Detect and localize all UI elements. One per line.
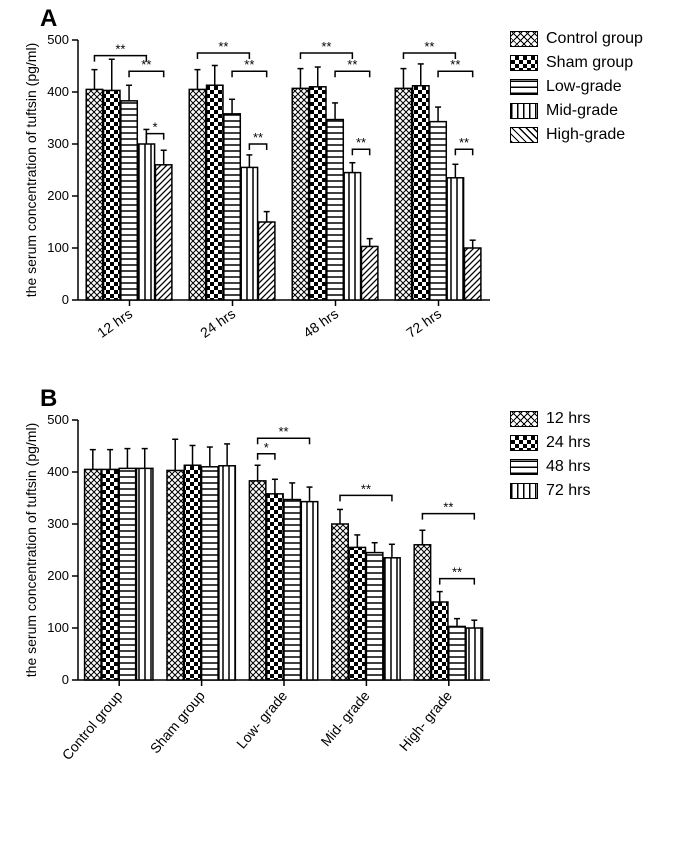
svg-text:High- grade: High- grade — [396, 687, 455, 753]
panel-a-wrapper: 0 100 200 300 400 500 the serum concentration … — [10, 10, 670, 370]
svg-text:*: * — [152, 120, 157, 135]
legend-item: Control group — [510, 30, 643, 48]
svg-text:48 hrs: 48 hrs — [300, 305, 341, 340]
svg-text:**: ** — [356, 135, 366, 150]
svg-text:**: ** — [279, 424, 289, 439]
legend-label: Mid-grade — [546, 102, 618, 120]
svg-text:300: 300 — [47, 516, 69, 531]
svg-text:**: ** — [452, 565, 462, 580]
svg-text:**: ** — [450, 57, 460, 72]
legend-label: 72 hrs — [546, 482, 590, 500]
panel-a: A 0100200300400500the serum concentratio… — [10, 10, 670, 370]
svg-text:**: ** — [321, 39, 331, 54]
svg-text:**: ** — [424, 39, 434, 54]
svg-text:**: ** — [347, 57, 357, 72]
legend-label: 48 hrs — [546, 458, 590, 476]
svg-text:the serum concentration of tuf: the serum concentration of tuftsin (pg/m… — [23, 43, 39, 297]
legend-label: Control group — [546, 30, 643, 48]
legend-item: Low-grade — [510, 78, 643, 96]
legend-a: Control group Sham group Low-grade Mid-grad… — [510, 30, 643, 150]
legend-label: High-grade — [546, 126, 625, 144]
legend-swatch — [510, 55, 538, 71]
svg-text:200: 200 — [47, 568, 69, 583]
svg-text:the serum concentration of tuf: the serum concentration of tuftsin (pg/m… — [23, 423, 39, 677]
svg-text:200: 200 — [47, 188, 69, 203]
svg-text:*: * — [264, 440, 269, 455]
svg-text:**: ** — [244, 57, 254, 72]
chart-b: 0 100 200 300 400 500 the serum concentration … — [10, 390, 500, 810]
svg-text:500: 500 — [47, 32, 69, 47]
svg-text:**: ** — [141, 57, 151, 72]
legend-item: 12 hrs — [510, 410, 590, 428]
legend-swatch — [510, 103, 538, 119]
svg-text:Mid- grade: Mid- grade — [317, 687, 372, 749]
legend-swatch — [510, 435, 538, 451]
legend-b: 12 hrs 24 hrs 48 hrs 72 hrs — [510, 410, 590, 506]
svg-text:**: ** — [443, 500, 453, 515]
legend-item: 48 hrs — [510, 458, 590, 476]
legend-label: Sham group — [546, 54, 633, 72]
svg-text:24 hrs: 24 hrs — [197, 305, 238, 340]
chart-a: 0 100 200 300 400 500 the serum concentration … — [10, 10, 500, 370]
svg-text:**: ** — [459, 135, 469, 150]
svg-text:400: 400 — [47, 464, 69, 479]
svg-text:300: 300 — [47, 136, 69, 151]
svg-text:Sham group: Sham group — [147, 687, 208, 756]
legend-item: 24 hrs — [510, 434, 590, 452]
svg-text:0: 0 — [62, 672, 69, 687]
legend-item: High-grade — [510, 126, 643, 144]
legend-label: Low-grade — [546, 78, 622, 96]
legend-swatch — [510, 127, 538, 143]
legend-item: 72 hrs — [510, 482, 590, 500]
panel-b: B 0100200300400500the serum concentratio… — [10, 390, 670, 810]
legend-swatch — [510, 459, 538, 475]
svg-text:100: 100 — [47, 620, 69, 635]
svg-text:Low- grade: Low- grade — [233, 687, 290, 751]
svg-text:0: 0 — [62, 292, 69, 307]
legend-swatch — [510, 79, 538, 95]
svg-text:400: 400 — [47, 84, 69, 99]
legend-label: 12 hrs — [546, 410, 590, 428]
legend-swatch — [510, 483, 538, 499]
svg-text:100: 100 — [47, 240, 69, 255]
legend-swatch — [510, 411, 538, 427]
svg-text:72 hrs: 72 hrs — [403, 305, 444, 340]
svg-text:**: ** — [361, 481, 371, 496]
svg-text:500: 500 — [47, 412, 69, 427]
panel-b-wrapper: 0 100 200 300 400 500 the serum concentration … — [10, 390, 670, 810]
svg-text:**: ** — [218, 39, 228, 54]
svg-text:Control group: Control group — [59, 687, 126, 762]
legend-item: Sham group — [510, 54, 643, 72]
legend-item: Mid-grade — [510, 102, 643, 120]
svg-text:12 hrs: 12 hrs — [94, 305, 135, 340]
legend-swatch — [510, 31, 538, 47]
legend-label: 24 hrs — [546, 434, 590, 452]
svg-text:**: ** — [115, 42, 125, 57]
svg-text:**: ** — [253, 130, 263, 145]
